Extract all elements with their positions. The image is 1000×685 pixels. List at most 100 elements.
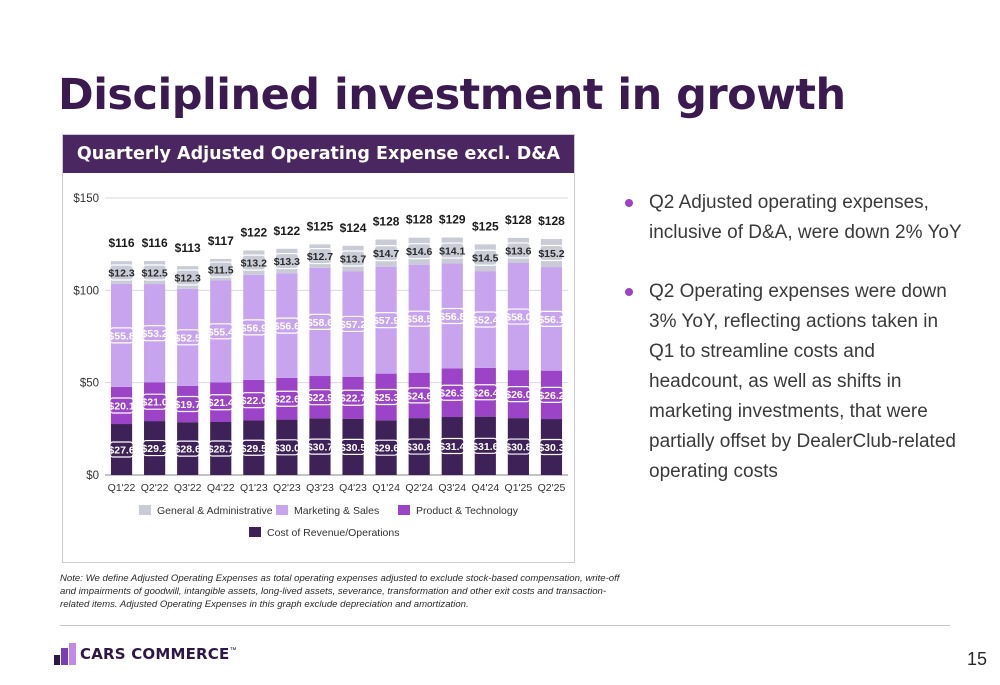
- data-label-pill: [373, 312, 399, 329]
- data-label: $12.3: [175, 272, 201, 284]
- data-label-pill: [208, 323, 233, 340]
- data-label: $30.8: [505, 442, 531, 454]
- x-tick-label: Q3'23: [306, 482, 334, 494]
- bullet-dot-icon: [625, 288, 633, 296]
- data-label: $55.4: [208, 326, 234, 338]
- chart-title: Quarterly Adjusted Operating Expense exc…: [63, 135, 574, 202]
- data-label-pill: [307, 389, 333, 406]
- x-tick-label: Q2'22: [141, 482, 169, 494]
- slide-title: Disciplined investment in growth: [58, 70, 846, 120]
- data-label: $21.4: [208, 397, 234, 409]
- data-label: $56.1: [538, 314, 564, 326]
- legend-swatch: [249, 527, 261, 537]
- data-label: $22.0: [241, 395, 267, 407]
- bullet-item: Q2 Operating expenses were down 3% YoY, …: [625, 277, 965, 487]
- data-label-pill: [208, 261, 233, 278]
- data-label: $13.2: [241, 258, 267, 270]
- data-label-pill: [109, 441, 134, 458]
- data-label-pill: [241, 392, 267, 409]
- data-label-pill: [142, 393, 167, 410]
- x-tick-label: Q2'23: [273, 482, 301, 494]
- data-label: $28.7: [208, 444, 234, 456]
- data-label-pill: [506, 242, 531, 259]
- bullet-item: Q2 Adjusted operating expenses, inclusiv…: [625, 188, 965, 248]
- data-label: $22.7: [340, 393, 366, 405]
- data-label: $11.5: [208, 265, 234, 277]
- data-label: $58.0: [505, 312, 531, 324]
- logo-wordmark: CARS COMMERCE: [80, 645, 230, 663]
- data-label-pill: [539, 438, 564, 456]
- total-label: $117: [208, 234, 234, 248]
- total-label: $113: [175, 241, 201, 255]
- data-label: $26.2: [538, 390, 564, 402]
- total-label: $122: [274, 224, 301, 238]
- x-tick-label: Q2'25: [538, 482, 566, 494]
- data-label-pill: [241, 439, 267, 456]
- data-label: $14.5: [472, 253, 498, 265]
- data-label: $12.5: [141, 268, 167, 280]
- total-label: $128: [406, 213, 433, 227]
- data-label: $25.3: [373, 392, 399, 404]
- data-label-pill: [109, 397, 134, 414]
- data-label: $56.9: [241, 322, 267, 334]
- data-label: $58.6: [307, 317, 333, 329]
- bullet-dot-icon: [625, 199, 633, 207]
- data-label: $55.8: [108, 330, 134, 342]
- legend-swatch: [398, 505, 410, 515]
- bullet-text: Q2 Adjusted operating expenses, inclusiv…: [649, 192, 962, 243]
- total-label: $125: [472, 219, 499, 233]
- total-label: $125: [307, 219, 334, 233]
- data-label: $26.0: [505, 389, 531, 401]
- data-label: $21.0: [141, 397, 167, 409]
- legend-label: Cost of Revenue/Operations: [267, 527, 400, 539]
- data-label: $30.8: [406, 442, 432, 454]
- legend-label: General & Administrative: [157, 505, 273, 517]
- data-label-pill: [506, 308, 531, 325]
- data-label: $13.7: [340, 253, 366, 265]
- data-label-pill: [440, 437, 465, 455]
- total-label: $122: [240, 225, 267, 239]
- data-label: $20.1: [108, 400, 134, 412]
- data-label-pill: [473, 311, 498, 328]
- data-label: $52.5: [175, 332, 201, 344]
- x-tick-label: Q1'22: [108, 482, 136, 494]
- data-label: $53.2: [141, 328, 167, 340]
- data-label-pill: [440, 242, 465, 259]
- data-label-pill: [175, 269, 200, 286]
- data-label-pill: [175, 329, 200, 346]
- data-label-pill: [109, 264, 134, 281]
- x-tick-label: Q1'23: [240, 482, 268, 494]
- data-label: $29.6: [373, 443, 399, 455]
- company-logo: CARS COMMERCE ™: [54, 643, 236, 665]
- legend-label: Product & Technology: [416, 505, 519, 517]
- data-label: $52.4: [472, 315, 498, 327]
- total-label: $124: [340, 221, 367, 235]
- data-label: $28.6: [175, 444, 201, 456]
- data-label: $29.5: [241, 443, 267, 455]
- data-label: $24.6: [406, 390, 432, 402]
- data-label: $14.1: [439, 246, 465, 258]
- data-label: $31.4: [439, 441, 465, 453]
- data-label-pill: [175, 395, 200, 413]
- data-label-pill: [241, 319, 267, 336]
- data-label-pill: [274, 317, 300, 334]
- y-tick-label: $150: [73, 193, 99, 205]
- data-label-pill: [340, 250, 366, 267]
- x-tick-label: Q2'24: [405, 482, 433, 494]
- data-label: $27.6: [108, 445, 134, 457]
- bullet-text: Q2 Operating expenses were down 3% YoY, …: [649, 281, 956, 482]
- total-label: $116: [142, 236, 168, 250]
- cars-commerce-logo-icon: [54, 643, 76, 665]
- data-label-pill: [142, 325, 167, 342]
- data-label-pill: [406, 310, 432, 327]
- data-label: $30.7: [307, 442, 333, 454]
- data-label-pill: [440, 384, 465, 401]
- data-label-pill: [406, 243, 432, 260]
- data-label: $30.5: [340, 442, 366, 454]
- data-label-pill: [373, 439, 399, 456]
- legend-label: Marketing & Sales: [294, 505, 379, 517]
- data-label-pill: [307, 247, 333, 265]
- data-label: $56.6: [274, 321, 300, 333]
- data-label: $30.3: [538, 442, 564, 454]
- data-label-pill: [539, 386, 564, 403]
